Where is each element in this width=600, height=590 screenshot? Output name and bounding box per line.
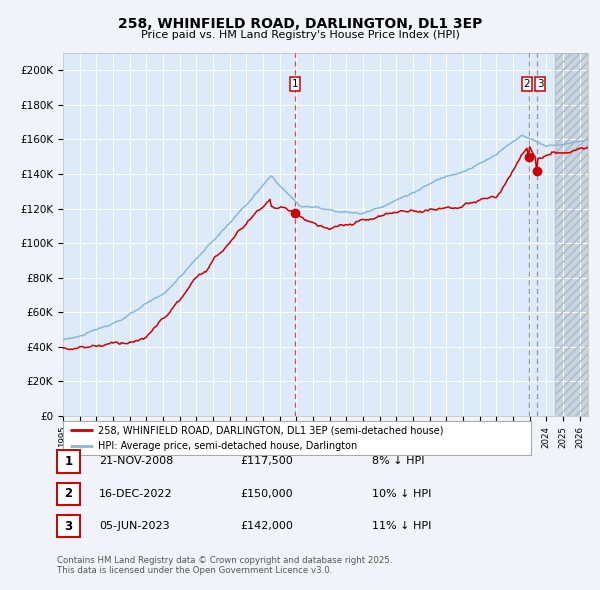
Bar — [554, 53, 588, 416]
Text: 8% ↓ HPI: 8% ↓ HPI — [372, 457, 425, 466]
Text: 3: 3 — [64, 520, 73, 533]
Text: £117,500: £117,500 — [240, 457, 293, 466]
Text: 16-DEC-2022: 16-DEC-2022 — [99, 489, 173, 499]
Text: £142,000: £142,000 — [240, 522, 293, 531]
Text: £150,000: £150,000 — [240, 489, 293, 499]
Text: 10% ↓ HPI: 10% ↓ HPI — [372, 489, 431, 499]
Text: Contains HM Land Registry data © Crown copyright and database right 2025.
This d: Contains HM Land Registry data © Crown c… — [57, 556, 392, 575]
Text: Price paid vs. HM Land Registry's House Price Index (HPI): Price paid vs. HM Land Registry's House … — [140, 30, 460, 40]
Text: 21-NOV-2008: 21-NOV-2008 — [99, 457, 173, 466]
Text: 2: 2 — [64, 487, 73, 500]
Text: 2: 2 — [524, 79, 530, 89]
Text: 1: 1 — [64, 455, 73, 468]
Text: 3: 3 — [537, 79, 544, 89]
Bar — [554, 53, 588, 416]
Text: HPI: Average price, semi-detached house, Darlington: HPI: Average price, semi-detached house,… — [98, 441, 358, 451]
Text: 11% ↓ HPI: 11% ↓ HPI — [372, 522, 431, 531]
Text: 1: 1 — [292, 79, 298, 89]
Text: 258, WHINFIELD ROAD, DARLINGTON, DL1 3EP (semi-detached house): 258, WHINFIELD ROAD, DARLINGTON, DL1 3EP… — [98, 425, 443, 435]
Text: 05-JUN-2023: 05-JUN-2023 — [99, 522, 170, 531]
Text: 258, WHINFIELD ROAD, DARLINGTON, DL1 3EP: 258, WHINFIELD ROAD, DARLINGTON, DL1 3EP — [118, 17, 482, 31]
